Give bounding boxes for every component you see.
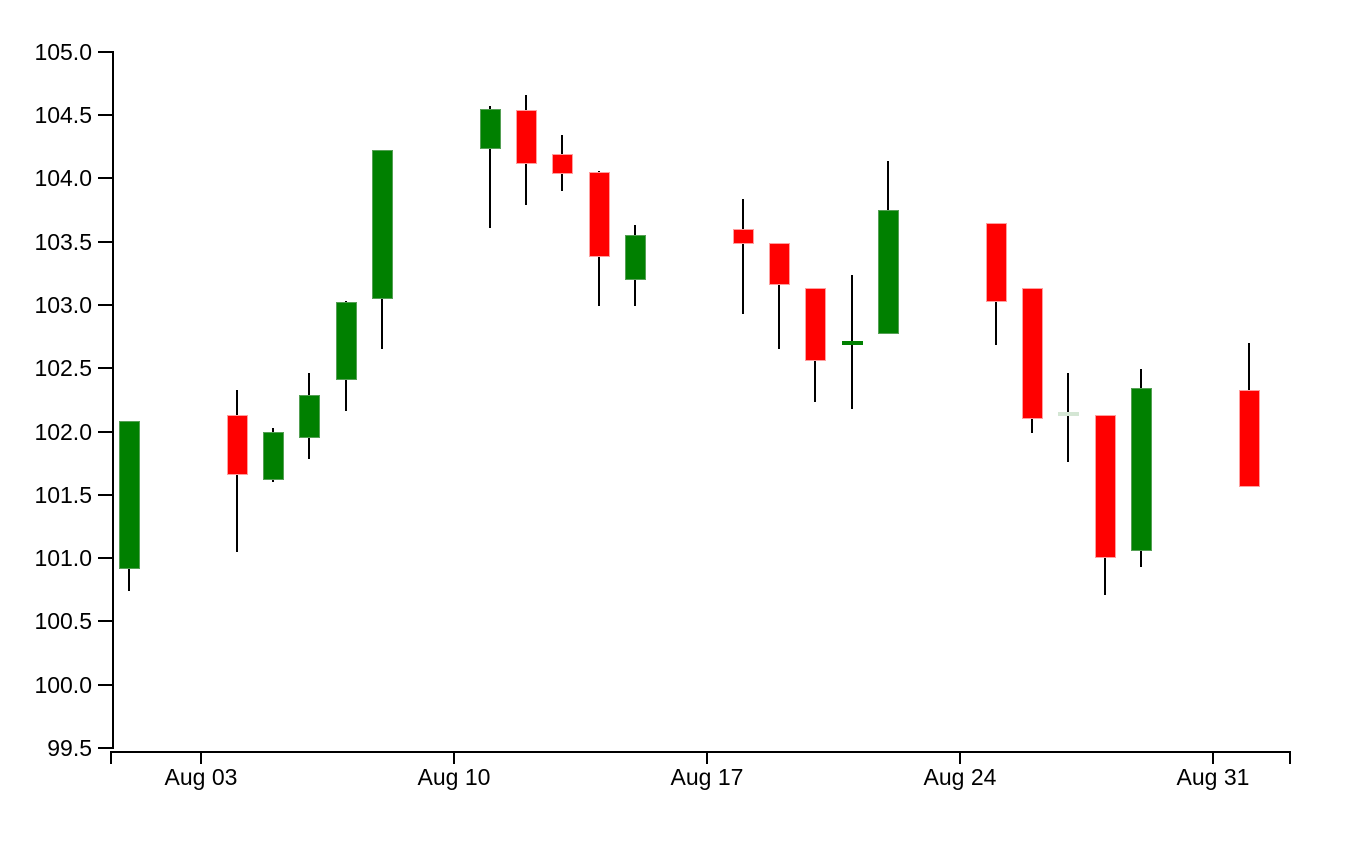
y-tick	[98, 114, 112, 116]
y-tick	[98, 50, 112, 53]
y-tick-label: 100.5	[34, 608, 92, 635]
candle-body	[878, 209, 899, 334]
candle-body	[805, 288, 826, 361]
candle-body	[986, 222, 1007, 303]
candle-body	[480, 108, 501, 150]
x-tick-label: Aug 10	[417, 764, 491, 790]
y-tick-label: 104.5	[34, 102, 92, 128]
x-tick-label: Aug 03	[164, 764, 238, 790]
y-tick	[98, 177, 112, 180]
x-tick-label: Aug 31	[1176, 764, 1250, 790]
candle-body	[516, 109, 537, 165]
y-tick	[98, 430, 112, 433]
candle-body	[625, 235, 646, 280]
candle-body	[299, 394, 320, 438]
candle-body	[1022, 288, 1043, 419]
y-tick	[98, 493, 112, 496]
candle-body	[1058, 411, 1079, 416]
y-tick-label: 102.0	[34, 418, 92, 445]
candle-body	[769, 242, 790, 285]
x-tick	[453, 753, 455, 764]
candle-body	[842, 340, 863, 345]
candle-body	[1131, 388, 1152, 551]
candle-body	[227, 415, 248, 475]
candle-wick	[1067, 373, 1069, 462]
candle-body	[733, 228, 754, 245]
y-axis-line	[112, 50, 114, 749]
y-tick-label: 99.5	[47, 735, 92, 761]
x-tick	[959, 753, 961, 764]
candle-body	[589, 171, 610, 257]
candle-body	[1095, 415, 1116, 559]
x-tick	[1212, 753, 1214, 764]
x-axis-line	[110, 751, 1291, 753]
y-tick-label: 103.5	[34, 228, 92, 255]
y-tick-label: 105.0	[34, 38, 92, 65]
y-tick	[98, 240, 112, 243]
candle-body	[336, 302, 357, 380]
candle-body	[552, 154, 573, 175]
candle-body	[119, 421, 140, 570]
x-tick-label: Aug 17	[670, 764, 744, 790]
y-tick-label: 100.0	[34, 671, 92, 698]
y-tick	[98, 367, 112, 370]
y-tick-label: 102.5	[34, 355, 92, 382]
x-axis-end-tick	[110, 753, 112, 764]
y-tick	[98, 303, 112, 306]
x-tick	[706, 753, 708, 764]
candle-wick	[778, 242, 780, 350]
x-tick	[200, 753, 202, 764]
y-tick-label: 104.0	[34, 165, 92, 192]
y-tick	[98, 683, 112, 686]
y-tick-label: 101.5	[34, 481, 92, 508]
y-tick	[98, 620, 112, 623]
candle-wick	[489, 106, 491, 228]
x-tick-label: Aug 24	[923, 764, 997, 790]
y-tick-label: 103.0	[34, 291, 92, 318]
y-tick	[98, 747, 112, 749]
x-axis-end-tick	[1289, 753, 1291, 764]
candle-body	[372, 150, 393, 299]
y-tick-label: 101.0	[34, 545, 92, 572]
y-tick	[98, 557, 112, 560]
candle-body	[1239, 389, 1260, 488]
candle-body	[263, 431, 284, 480]
candle-wick	[742, 198, 744, 314]
